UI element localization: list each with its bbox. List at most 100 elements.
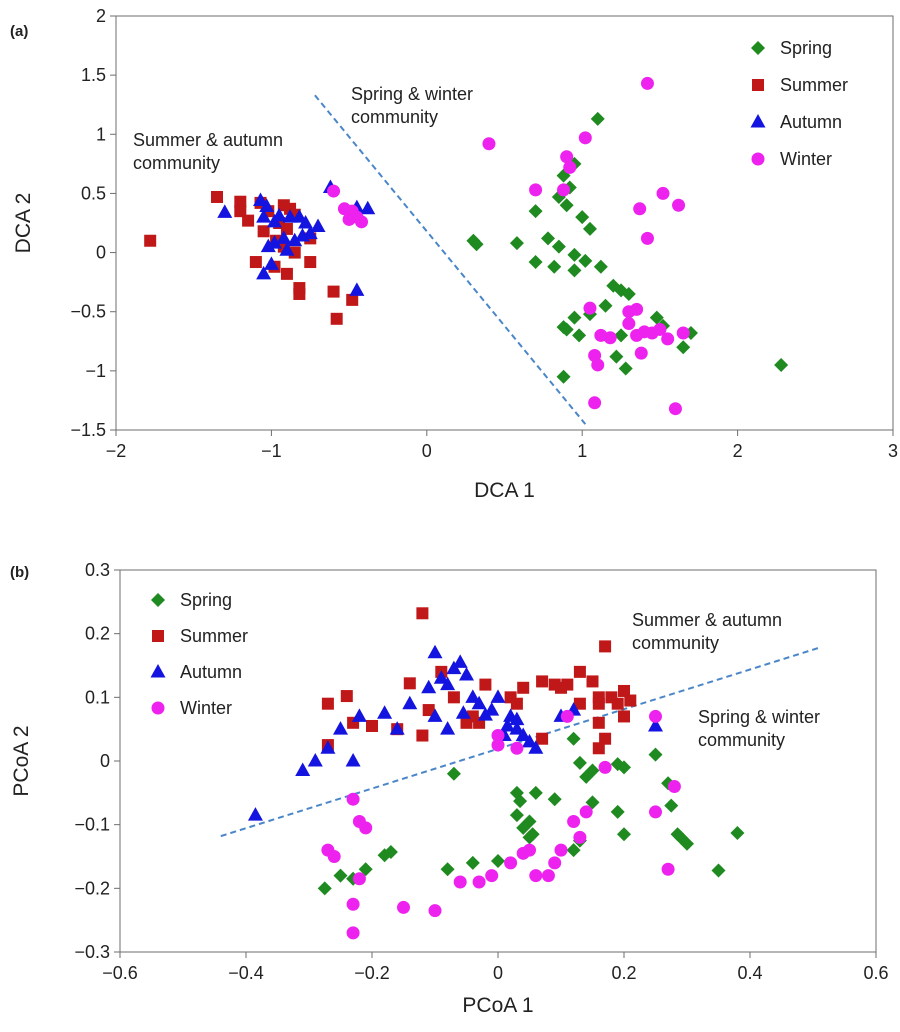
dca-point-summer <box>288 246 301 259</box>
dca-point-spring <box>572 328 587 343</box>
pcoa-point-autumn <box>490 689 506 703</box>
pcoa-point-summer <box>599 732 612 745</box>
pcoa-point-winter <box>579 805 593 819</box>
pcoa-point-autumn <box>351 708 367 722</box>
dca-point-spring <box>469 237 484 252</box>
dca-point-winter <box>327 184 341 198</box>
dca-point-summer <box>346 293 359 306</box>
pcoa-point-autumn <box>402 695 418 710</box>
pcoa-point-summer <box>416 729 429 742</box>
pcoa-community-divider-line <box>220 646 820 838</box>
dca-point-summer <box>293 287 306 300</box>
dca-point-winter <box>668 402 682 416</box>
pcoa-point-winter <box>510 741 524 755</box>
dca-point-spring <box>559 198 574 213</box>
pcoa-point-spring <box>566 731 581 746</box>
dca-legend-summer-label: Summer <box>780 75 848 95</box>
dca-point-winter <box>594 328 608 342</box>
dca-point-winter <box>355 215 369 229</box>
pcoa-point-spring <box>522 830 537 845</box>
dca-point-autumn <box>291 209 307 223</box>
dca-region-annotation: community <box>351 107 438 127</box>
dca-point-autumn <box>256 265 272 280</box>
pcoa-point-summer <box>416 607 429 620</box>
pcoa-point-spring <box>572 755 587 770</box>
dca-point-summer <box>280 267 293 280</box>
dca-point-winter <box>563 160 577 174</box>
pcoa-point-winter <box>491 729 505 743</box>
pcoa-point-summer <box>592 742 605 755</box>
pcoa-point-spring <box>513 794 528 809</box>
pcoa-x-tick-label: −0.2 <box>354 963 390 983</box>
pcoa-x-tick-label: 0.2 <box>611 963 636 983</box>
pcoa-legend-winter-marker <box>151 701 165 715</box>
pcoa-point-spring <box>358 862 373 877</box>
pcoa-point-winter <box>598 760 612 774</box>
pcoa-point-summer <box>586 675 599 688</box>
pcoa-point-autumn <box>345 753 361 767</box>
pcoa-point-spring <box>333 868 348 883</box>
pcoa-point-summer <box>599 640 612 653</box>
dca-point-summer <box>257 225 270 238</box>
pcoa-point-autumn <box>455 705 471 719</box>
pcoa-point-summer <box>403 677 416 690</box>
pcoa-point-spring <box>617 827 631 842</box>
dca-point-winter <box>672 198 686 212</box>
dca-point-spring <box>509 236 524 251</box>
pcoa-x-axis-label: PCoA 1 <box>462 994 533 1017</box>
dca-point-autumn <box>256 209 272 223</box>
pcoa-point-autumn <box>320 740 336 754</box>
dca-point-autumn <box>260 238 276 253</box>
pcoa-point-spring <box>440 862 455 877</box>
dca-point-winter <box>630 302 644 316</box>
pcoa-point-spring <box>491 853 505 868</box>
pcoa-point-winter <box>523 843 536 857</box>
dca-point-autumn <box>279 242 295 256</box>
dca-x-tick-label: 1 <box>577 441 587 461</box>
pcoa-point-spring <box>317 881 332 896</box>
pcoa-point-autumn <box>648 717 663 732</box>
pcoa-point-autumn <box>433 670 449 684</box>
dca-community-divider-line <box>314 94 587 425</box>
dca-point-spring <box>556 369 571 384</box>
dca-point-spring <box>559 322 574 337</box>
pcoa-point-summer <box>504 691 517 704</box>
pcoa-y-tick-label: −0.3 <box>74 942 110 962</box>
dca-point-spring <box>578 253 593 268</box>
pcoa-point-autumn <box>515 727 531 742</box>
dca-x-tick-label: 2 <box>733 441 743 461</box>
pcoa-point-summer <box>611 697 624 710</box>
pcoa-point-summer <box>321 697 334 710</box>
dca-point-spring <box>567 310 582 325</box>
dca-y-tick-label: 1 <box>96 124 106 144</box>
pcoa-y-tick-label: 0.3 <box>85 560 110 580</box>
panel-a-dca-scatter: −2 −1 0 1 2 3 −1.5 −1 −0.5 0 0.5 1 1.5 2 DCA 1 DCA 2 (a)… <box>10 6 898 502</box>
dca-point-winter <box>676 326 690 340</box>
pcoa-region-annotation: Spring & winter <box>698 707 820 727</box>
dca-point-spring <box>676 340 691 355</box>
dca-point-winter <box>578 131 592 145</box>
pcoa-point-summer <box>422 704 435 717</box>
dca-legend-spring-marker <box>751 41 765 55</box>
pcoa-point-winter <box>346 926 360 940</box>
dca-point-summer <box>249 256 262 269</box>
dca-legend-summer-marker <box>752 79 764 91</box>
pcoa-point-spring <box>730 825 745 840</box>
dca-x-tick-label: 0 <box>422 441 432 461</box>
pcoa-point-summer <box>573 665 586 678</box>
dca-point-winter <box>557 183 571 197</box>
dca-point-spring <box>567 263 582 278</box>
dca-y-tick-label: −1.5 <box>70 420 106 440</box>
dca-y-tick-label: −1 <box>85 361 106 381</box>
pcoa-point-autumn <box>440 721 456 735</box>
pcoa-point-winter <box>346 792 360 806</box>
dca-point-summer <box>144 234 157 247</box>
pcoa-point-summer <box>618 684 630 697</box>
pcoa-point-autumn <box>465 689 481 703</box>
pcoa-point-autumn <box>528 740 544 754</box>
pcoa-point-winter <box>554 843 568 857</box>
pcoa-point-summer <box>618 710 630 723</box>
pcoa-point-winter <box>548 856 562 870</box>
dca-point-winter <box>640 76 654 90</box>
